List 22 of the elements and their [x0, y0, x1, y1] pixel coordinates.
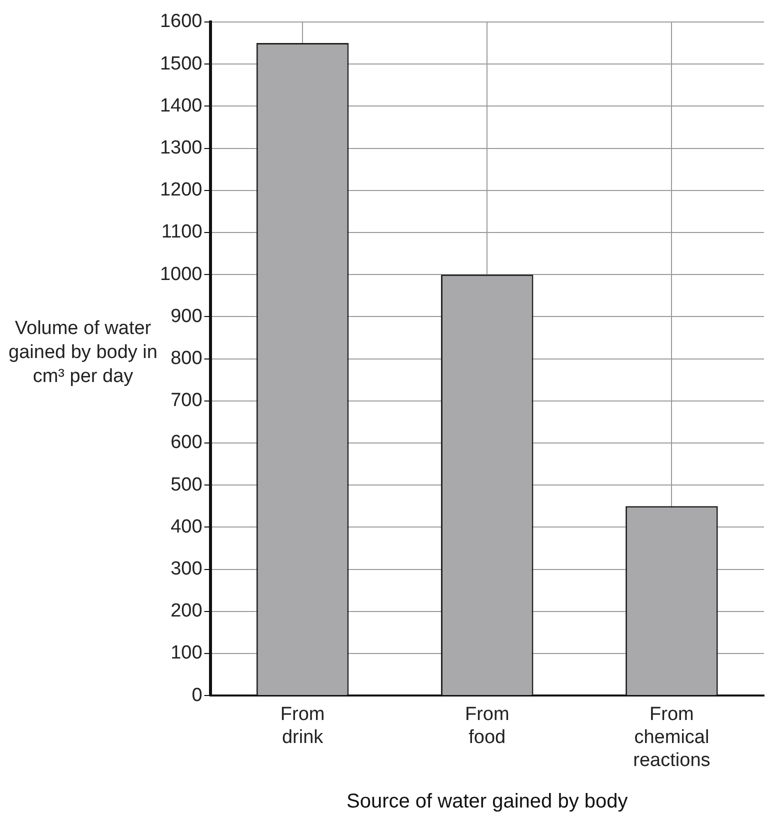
y-tick-label: 200: [170, 600, 202, 622]
y-tick-label: 300: [170, 558, 202, 580]
y-tick-label: 800: [170, 348, 202, 370]
x-tick-label: From drink: [280, 704, 325, 748]
y-tick-label: 900: [170, 306, 202, 327]
y-tick-label: 1400: [160, 95, 202, 116]
y-tick-label: 400: [170, 516, 202, 538]
y-tick-label: 1300: [160, 138, 202, 159]
y-tick-label: 600: [170, 432, 202, 454]
y-tick-label: 700: [170, 390, 202, 412]
y-tick-label: 1500: [160, 53, 202, 74]
y-tick-label: 0: [192, 684, 202, 706]
y-axis-title: Volume of water gained by body in cm³ per day: [8, 317, 158, 389]
y-tick-label: 100: [170, 642, 202, 664]
y-tick-label: 1000: [160, 264, 202, 285]
x-tick-label: From food: [464, 704, 510, 748]
x-tick-label: From chemical reactions: [633, 704, 710, 771]
y-tick-label: 1600: [160, 11, 202, 32]
y-tick-label: 1100: [161, 222, 202, 243]
y-tick-label: 1200: [160, 180, 202, 201]
x-axis-title: Source of water gained by body: [346, 790, 628, 813]
y-tick-label: 500: [170, 474, 202, 496]
